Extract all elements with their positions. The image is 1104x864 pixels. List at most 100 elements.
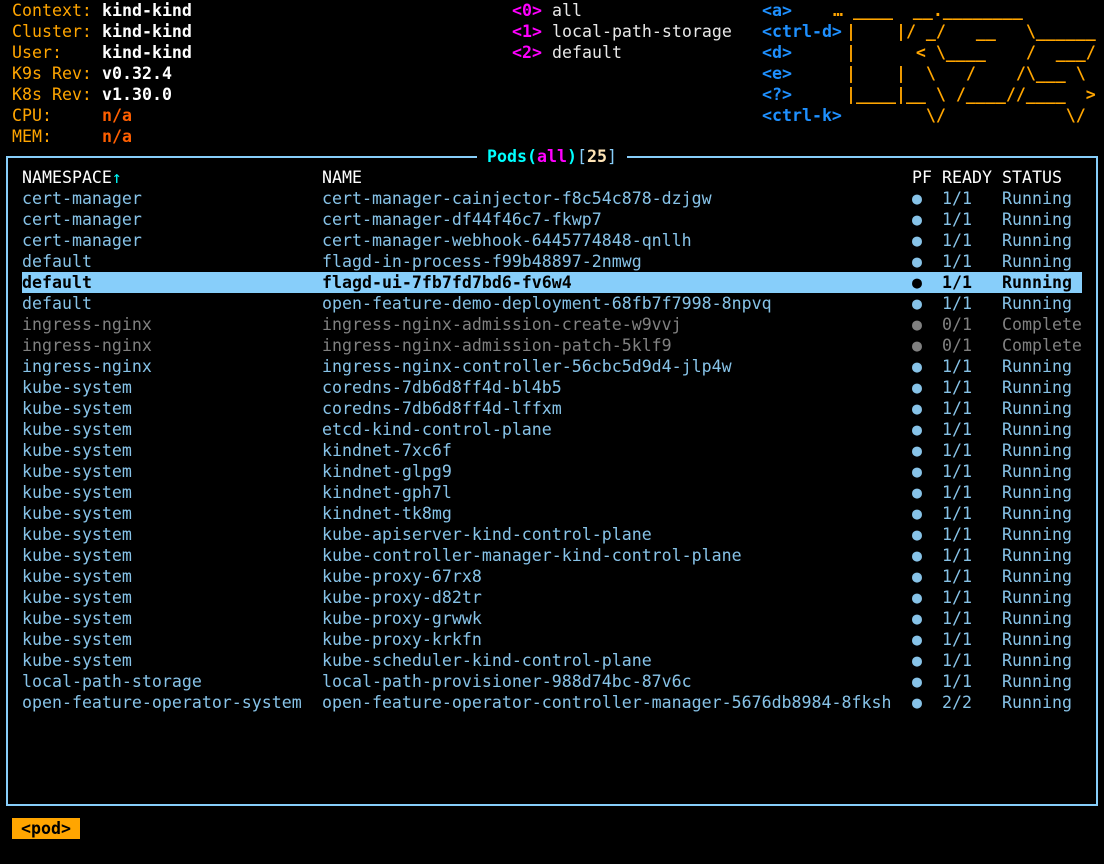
cell-ready: 1/1 — [942, 630, 972, 649]
table-row[interactable]: kube-system kindnet-gph7l ● 1/1 Running — [22, 482, 1082, 503]
cell-status: Completed — [1002, 336, 1082, 355]
pf-dot-icon: ● — [912, 189, 922, 208]
hotkey: <e> — [762, 64, 792, 83]
table-row[interactable]: kube-system kube-proxy-d82tr ● 1/1 Running — [22, 587, 1082, 608]
cell-namespace: kube-system — [22, 378, 132, 397]
cell-status: Running — [1002, 651, 1072, 670]
cell-ready: 1/1 — [942, 441, 972, 460]
cell-status: Running — [1002, 525, 1072, 544]
cell-namespace: kube-system — [22, 420, 132, 439]
cell-name: cert-manager-webhook-6445774848-qnllh — [322, 231, 692, 250]
cell-name: local-path-provisioner-988d74bc-87v6c — [322, 672, 692, 691]
cell-namespace: open-feature-operator-system — [22, 693, 302, 712]
col-status[interactable]: STATUS — [1002, 168, 1062, 187]
table-row[interactable]: kube-system kube-proxy-grwwk ● 1/1 Running — [22, 608, 1082, 629]
col-ready[interactable]: READY — [942, 168, 992, 187]
table-row[interactable]: kube-system kube-controller-manager-kind-… — [22, 545, 1082, 566]
namespace-item[interactable]: default — [552, 43, 622, 62]
pf-dot-icon: ● — [912, 462, 922, 481]
cell-status: Running — [1002, 588, 1072, 607]
table-row[interactable]: default flagd-in-process-f99b48897-2nmwg ●… — [22, 251, 1082, 272]
table-row[interactable]: kube-system kube-proxy-krkfn ● 1/1 Running — [22, 629, 1082, 650]
table-row[interactable]: kube-system etcd-kind-control-plane ● 1/1 Ru… — [22, 419, 1082, 440]
namespace-key[interactable]: <2> — [512, 43, 542, 62]
cell-namespace: ingress-nginx — [22, 315, 152, 334]
cell-namespace: kube-system — [22, 651, 132, 670]
pf-dot-icon: ● — [912, 231, 922, 250]
cell-status: Running — [1002, 630, 1072, 649]
logo-line: |____|__ \ /____//____ > — [846, 85, 1096, 104]
namespace-item[interactable]: local-path-storage — [552, 22, 732, 41]
table-row[interactable]: kube-system coredns-7db6d8ff4d-lffxm ● 1/1 R… — [22, 398, 1082, 419]
table-row[interactable]: kube-system kube-apiserver-kind-control-p… — [22, 524, 1082, 545]
cell-ready: 0/1 — [942, 315, 972, 334]
cell-name: etcd-kind-control-plane — [322, 420, 552, 439]
cell-namespace: kube-system — [22, 441, 132, 460]
cell-namespace: kube-system — [22, 462, 132, 481]
table-row[interactable]: cert-manager cert-manager-webhook-6445774… — [22, 230, 1082, 251]
cell-name: kube-apiserver-kind-control-plane — [322, 525, 652, 544]
table-row[interactable]: kube-system kindnet-tk8mg ● 1/1 Running — [22, 503, 1082, 524]
pf-dot-icon: ● — [912, 651, 922, 670]
cell-ready: 1/1 — [942, 462, 972, 481]
logo-line: | |/ _/ __ \______ — [846, 22, 1096, 41]
pf-dot-icon: ● — [912, 630, 922, 649]
pf-dot-icon: ● — [912, 441, 922, 460]
table-row[interactable]: ingress-nginx ingress-nginx-admission-pat… — [22, 335, 1082, 356]
cell-ready: 1/1 — [942, 273, 972, 292]
cell-name: open-feature-operator-controller-manager… — [322, 693, 892, 712]
cell-namespace: kube-system — [22, 546, 132, 565]
cell-namespace: default — [22, 252, 92, 271]
info-value: n/a — [102, 106, 132, 125]
namespace-key[interactable]: <1> — [512, 22, 542, 41]
cell-name: ingress-nginx-admission-create-w9vvj — [322, 315, 682, 334]
table-row[interactable]: ingress-nginx ingress-nginx-controller-56… — [22, 356, 1082, 377]
pf-dot-icon: ● — [912, 399, 922, 418]
cell-name: kube-proxy-grwwk — [322, 609, 482, 628]
table-row[interactable]: local-path-storage local-path-provisioner… — [22, 671, 1082, 692]
pf-dot-icon: ● — [912, 567, 922, 586]
cell-status: Running — [1002, 189, 1072, 208]
cell-ready: 1/1 — [942, 504, 972, 523]
namespace-key[interactable]: <0> — [512, 1, 542, 20]
cell-name: kube-proxy-67rx8 — [322, 567, 482, 586]
logo-line: | < \____ / ___/ — [846, 43, 1096, 62]
table-row[interactable]: cert-manager cert-manager-cainjector-f8c5… — [22, 188, 1082, 209]
table-row[interactable]: kube-system kindnet-7xc6f ● 1/1 Running — [22, 440, 1082, 461]
table-row[interactable]: kube-system coredns-7db6d8ff4d-bl4b5 ● 1/1 R… — [22, 377, 1082, 398]
cell-ready: 1/1 — [942, 420, 972, 439]
table-row[interactable]: kube-system kube-proxy-67rx8 ● 1/1 Running — [22, 566, 1082, 587]
namespace-item[interactable]: all — [552, 1, 582, 20]
table-row[interactable]: cert-manager cert-manager-df44f46c7-fkwp7… — [22, 209, 1082, 230]
cell-status: Running — [1002, 420, 1072, 439]
table-row[interactable]: kube-system kube-scheduler-kind-control-p… — [22, 650, 1082, 671]
table-header: NAMESPACE↑ NAME PF READY STATUS — [22, 167, 1082, 188]
info-value: v0.32.4 — [102, 64, 172, 83]
cell-namespace: kube-system — [22, 630, 132, 649]
cell-status: Running — [1002, 672, 1072, 691]
info-value: v1.30.0 — [102, 85, 172, 104]
cell-ready: 1/1 — [942, 651, 972, 670]
table-title: Pods(all)[25] — [0, 146, 1104, 167]
breadcrumb-pod[interactable]: <pod> — [12, 818, 80, 839]
pf-dot-icon: ● — [912, 420, 922, 439]
pf-dot-icon: ● — [912, 588, 922, 607]
cell-name: open-feature-demo-deployment-68fb7f7998-… — [322, 294, 772, 313]
table-row[interactable]: open-feature-operator-system open-feature… — [22, 692, 1082, 713]
pf-dot-icon: ● — [912, 357, 922, 376]
cell-status: Running — [1002, 546, 1072, 565]
sort-arrow-icon: ↑ — [111, 168, 122, 187]
cell-namespace: default — [22, 273, 92, 292]
cell-status: Completed — [1002, 315, 1082, 334]
col-name[interactable]: NAME — [322, 168, 362, 187]
table-row[interactable]: default flagd-ui-7fb7fd7bd6-fv6w4 ● 1/1 Runn… — [22, 272, 1082, 293]
table-row[interactable]: kube-system kindnet-glpg9 ● 1/1 Running — [22, 461, 1082, 482]
table-row[interactable]: default open-feature-demo-deployment-68fb… — [22, 293, 1082, 314]
pf-dot-icon: ● — [912, 483, 922, 502]
col-pf[interactable]: PF — [912, 168, 932, 187]
cell-namespace: cert-manager — [22, 189, 142, 208]
cell-ready: 1/1 — [942, 210, 972, 229]
cell-status: Running — [1002, 462, 1072, 481]
table-row[interactable]: ingress-nginx ingress-nginx-admission-cre… — [22, 314, 1082, 335]
col-namespace[interactable]: NAMESPACE↑ — [22, 168, 122, 187]
